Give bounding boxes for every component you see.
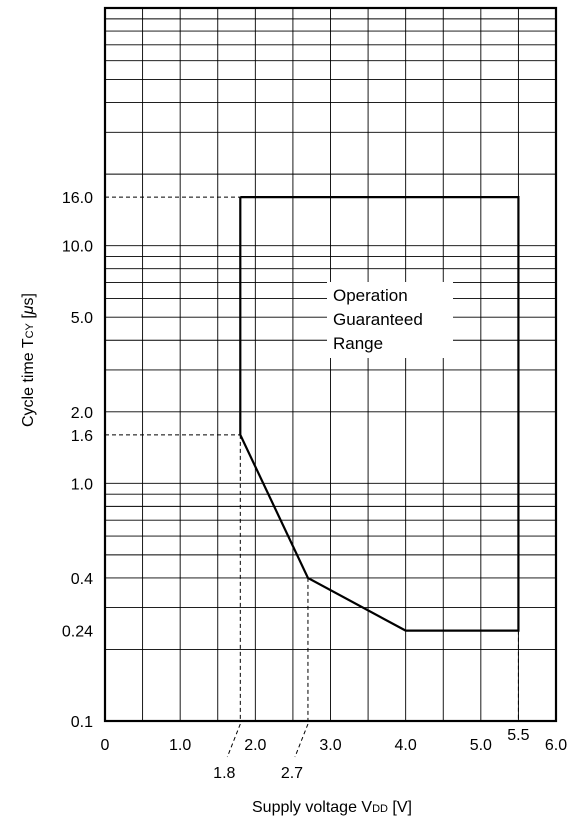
y-tick-label: 1.0 (71, 476, 93, 493)
leader-1.8 (226, 723, 241, 758)
x-annotations: 1.8 2.7 5.5 (213, 727, 529, 782)
x-tick-label: 6.0 (545, 737, 567, 754)
x-annotation-label: 5.5 (507, 727, 529, 744)
y-tick-label: 16.0 (62, 190, 93, 207)
y-axis-label-mu: μ (20, 305, 37, 315)
region-label-bg (327, 282, 453, 358)
x-annotation-label: 1.8 (213, 765, 235, 782)
x-axis-label-sub: DD (372, 803, 388, 815)
region-label-line: Guaranteed (333, 310, 423, 329)
region-label-line: Range (333, 334, 383, 353)
operation-range-boundary (239, 196, 520, 632)
y-axis-label-sub: CY (24, 322, 36, 338)
x-axis-label-main: Supply voltage V (252, 799, 372, 816)
y-tick-label: 0.1 (71, 714, 93, 731)
grid (105, 8, 556, 721)
x-annotation-label: 2.7 (281, 765, 303, 782)
y-axis-label: Cycle time TCY [μs] (20, 293, 37, 427)
y-tick-label: 1.6 (71, 428, 93, 445)
x-tick-labels: 0 1.0 2.0 3.0 4.0 5.0 6.0 (101, 737, 568, 754)
region-label-line: Operation (333, 286, 408, 305)
x-tick-label: 3.0 (319, 737, 341, 754)
y-axis-label-end: s] (20, 293, 37, 305)
x-tick-label: 5.0 (470, 737, 492, 754)
y-tick-label: 5.0 (71, 310, 93, 327)
y-tick-label: 0.24 (62, 624, 93, 641)
y-axis-label-main: Cycle time T (20, 338, 37, 427)
leader-2.7 (294, 723, 309, 758)
y-axis-label-unit: [ (20, 314, 37, 323)
y-tick-label: 2.0 (71, 405, 93, 422)
x-tick-label: 1.0 (169, 737, 191, 754)
x-tick-label: 2.0 (244, 737, 266, 754)
y-tick-label: 10.0 (62, 239, 93, 256)
y-tick-labels: 0.1 0.24 0.4 1.0 1.6 2.0 5.0 10.0 16.0 (62, 190, 93, 731)
x-tick-label: 4.0 (395, 737, 417, 754)
x-tick-label: 0 (101, 737, 110, 754)
y-tick-label: 0.4 (71, 571, 93, 588)
x-axis-label-unit: [V] (388, 799, 412, 816)
region-label: Operation Guaranteed Range (327, 282, 453, 358)
x-axis-label: Supply voltage VDD [V] (252, 799, 412, 816)
plot-frame (103, 6, 558, 723)
guide-lines (105, 196, 519, 758)
